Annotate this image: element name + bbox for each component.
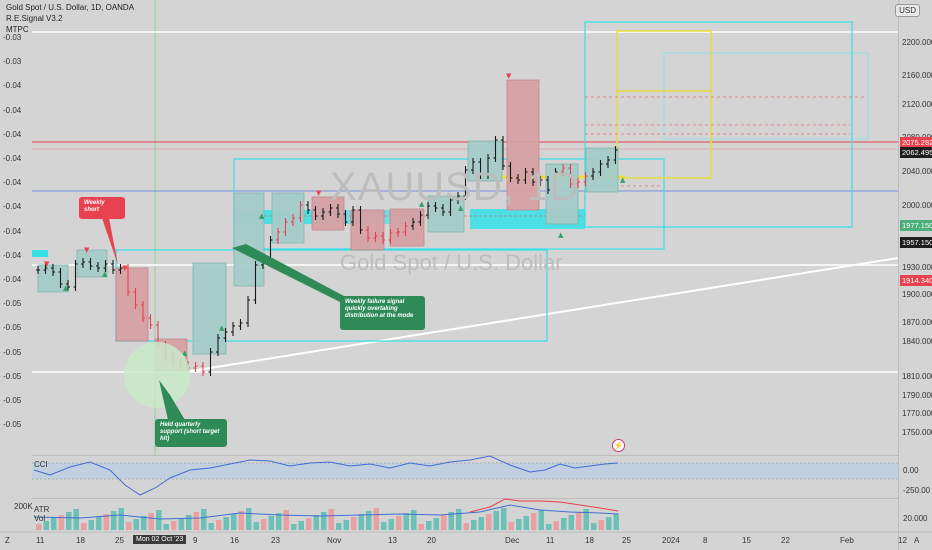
price-tag: 1977.150 bbox=[900, 220, 932, 231]
time-axis-tick: 25 bbox=[115, 536, 124, 545]
svg-text:▼: ▼ bbox=[84, 246, 90, 254]
price-axis-tick: 1750.000 bbox=[902, 428, 932, 437]
price-axis-tick: 1930.000 bbox=[902, 263, 932, 272]
price-tag: 2062.495 bbox=[900, 147, 932, 158]
cci-label[interactable]: CCI bbox=[34, 460, 48, 469]
date-highlight-label: Mon 02 Oct '23 bbox=[133, 535, 187, 544]
left-axis-tick: -0.04 bbox=[3, 105, 22, 115]
left-axis-tick: -0.03 bbox=[3, 57, 22, 67]
left-axis-tick: -0.05 bbox=[3, 420, 22, 430]
price-axis-tick: 1840.000 bbox=[902, 337, 932, 346]
atr-label[interactable]: ATR bbox=[34, 505, 50, 514]
left-axis-tick: -0.05 bbox=[3, 323, 22, 333]
time-axis-tick: 13 bbox=[388, 536, 397, 545]
price-axis-tick: 1870.000 bbox=[902, 318, 932, 327]
time-axis-tick: 22 bbox=[781, 536, 790, 545]
svg-text:▲: ▲ bbox=[63, 284, 69, 292]
price-axis-tick: 1900.000 bbox=[902, 290, 932, 299]
svg-text:▲: ▲ bbox=[219, 324, 225, 332]
left-axis-tick: -0.04 bbox=[3, 275, 22, 284]
time-axis-tick: 8 bbox=[703, 536, 708, 545]
auto-scale-button[interactable]: A bbox=[914, 536, 920, 545]
symbol-title: Gold Spot / U.S. Dollar, 1D, OANDA bbox=[6, 3, 135, 12]
volume-axis-value: 200K bbox=[14, 502, 33, 511]
price-tag: 1914.340 bbox=[900, 275, 932, 286]
cci-tick-zero: 0.00 bbox=[903, 466, 919, 475]
price-axis-tick: 1790.000 bbox=[902, 391, 932, 400]
left-axis-tick: -0.03 bbox=[3, 33, 22, 42]
time-axis-tick: 11 bbox=[36, 536, 45, 545]
price-axis-tick: 2120.000 bbox=[902, 100, 932, 109]
indicator-rs-label[interactable]: R.E.Signal V3.2 bbox=[6, 14, 63, 23]
time-axis-tick: 11 bbox=[546, 536, 555, 545]
cci-tick-neg: -250.00 bbox=[903, 486, 931, 495]
price-axis-tick: 2040.000 bbox=[902, 167, 932, 176]
left-axis-tick: -0.04 bbox=[3, 202, 22, 212]
time-axis-tick: 20 bbox=[427, 536, 436, 545]
time-axis-tick: 16 bbox=[230, 536, 239, 545]
price-tag: 2075.282 bbox=[900, 137, 932, 148]
left-axis-tick: -0.04 bbox=[3, 178, 22, 188]
price-axis-tick: 1810.000 bbox=[902, 372, 932, 381]
left-axis-tick: -0.05 bbox=[3, 371, 22, 381]
support-highlight-circle bbox=[124, 342, 190, 408]
left-axis-tick: -0.04 bbox=[3, 250, 22, 260]
time-axis-tick: 15 bbox=[742, 536, 751, 545]
timezone-corner-button[interactable]: Z bbox=[5, 536, 10, 545]
svg-text:▲: ▲ bbox=[102, 270, 108, 278]
svg-text:▲: ▲ bbox=[419, 200, 425, 208]
time-axis-tick: Feb bbox=[840, 536, 854, 545]
watermark-ticker: XAUUSD, 1D bbox=[330, 165, 581, 209]
price-axis-tick: 2200.000 bbox=[902, 38, 932, 47]
price-tag: 1957.150 bbox=[900, 237, 932, 248]
time-axis-tick: Nov bbox=[327, 536, 342, 545]
time-axis-tick: Dec bbox=[505, 536, 520, 545]
left-axis-tick: -0.04 bbox=[3, 81, 22, 91]
atr-axis-value: 20.000 bbox=[903, 514, 928, 523]
svg-text:▲: ▲ bbox=[458, 204, 464, 212]
left-axis-tick: -0.05 bbox=[3, 396, 22, 405]
weekly-short-callout: Weekly short bbox=[79, 197, 125, 219]
price-axis-tick: 1770.000 bbox=[902, 409, 932, 418]
time-axis-tick: 18 bbox=[76, 536, 85, 545]
weekly-failure-callout: Weekly failure signal quickly overtaking… bbox=[340, 296, 425, 330]
time-axis-tick: 2024 bbox=[662, 536, 680, 545]
svg-text:▲: ▲ bbox=[620, 176, 626, 184]
time-axis-tick: 12 bbox=[898, 536, 907, 545]
held-support-callout: Held quarterly support (short target hit… bbox=[155, 419, 227, 447]
left-axis-tick: -0.05 bbox=[3, 299, 22, 309]
vol-label[interactable]: Vol bbox=[34, 514, 46, 523]
left-axis-tick: -0.04 bbox=[3, 129, 22, 139]
watermark-name: Gold Spot / U.S. Dollar bbox=[340, 250, 563, 275]
currency-button[interactable]: USD bbox=[895, 4, 920, 17]
left-axis-tick: -0.04 bbox=[3, 226, 22, 236]
svg-text:▼: ▼ bbox=[44, 260, 50, 268]
trend-line bbox=[184, 257, 899, 373]
indicator-mtpc-label[interactable]: MTPC bbox=[6, 25, 29, 34]
price-axis-tick: 2160.000 bbox=[902, 71, 932, 80]
svg-text:▲: ▲ bbox=[259, 212, 265, 220]
time-axis-tick: 25 bbox=[622, 536, 631, 545]
svg-text:▼: ▼ bbox=[316, 189, 322, 197]
time-axis-tick: 23 bbox=[271, 536, 280, 545]
svg-text:▲: ▲ bbox=[182, 349, 188, 357]
svg-text:▲: ▲ bbox=[558, 231, 564, 239]
svg-text:▼: ▼ bbox=[506, 72, 512, 80]
left-axis-tick: -0.05 bbox=[3, 347, 22, 357]
left-axis-tick: -0.04 bbox=[3, 154, 22, 163]
event-lightning-icon[interactable]: ⚡ bbox=[612, 439, 625, 452]
time-axis-tick: 9 bbox=[193, 536, 198, 545]
price-axis-tick: 2000.000 bbox=[902, 201, 932, 210]
time-axis-tick: 18 bbox=[585, 536, 594, 545]
svg-text:▼: ▼ bbox=[122, 264, 128, 272]
